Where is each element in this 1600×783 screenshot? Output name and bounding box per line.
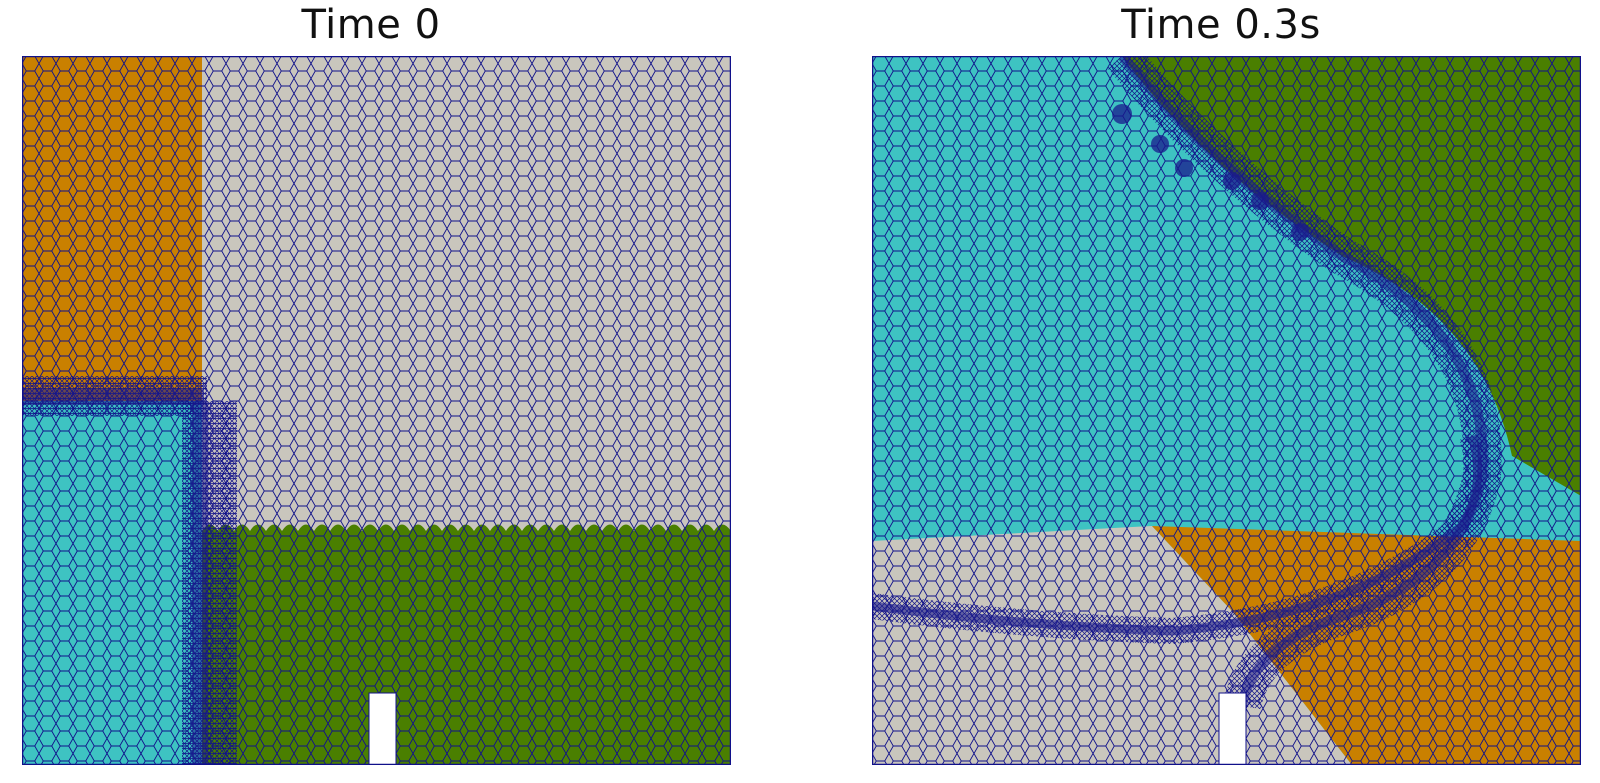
panel-border xyxy=(872,56,1581,765)
panel-title-time-03: Time 0.3s xyxy=(1121,2,1321,48)
notch xyxy=(1218,692,1247,765)
mesh-panel-time-0 xyxy=(22,56,731,765)
panel-title-time-0: Time 0 xyxy=(301,2,441,48)
vortex-blob xyxy=(1291,223,1309,241)
refined-band-horizontal-core xyxy=(22,389,204,405)
refined-band-shock-inner-core xyxy=(872,434,1483,636)
refined-band-shock-core xyxy=(1118,56,1488,707)
vortex-blob xyxy=(1251,192,1269,210)
mesh-panel-time-03 xyxy=(872,56,1581,765)
vortex-blob xyxy=(1112,104,1132,124)
panel-border xyxy=(22,56,731,765)
vortex-blob xyxy=(1223,172,1241,190)
notch xyxy=(368,692,397,765)
refined-band-vertical-core xyxy=(192,401,208,765)
refined-band-vertical xyxy=(182,401,237,765)
vortex-blob xyxy=(1175,159,1193,177)
vortex-blob xyxy=(1151,135,1169,153)
